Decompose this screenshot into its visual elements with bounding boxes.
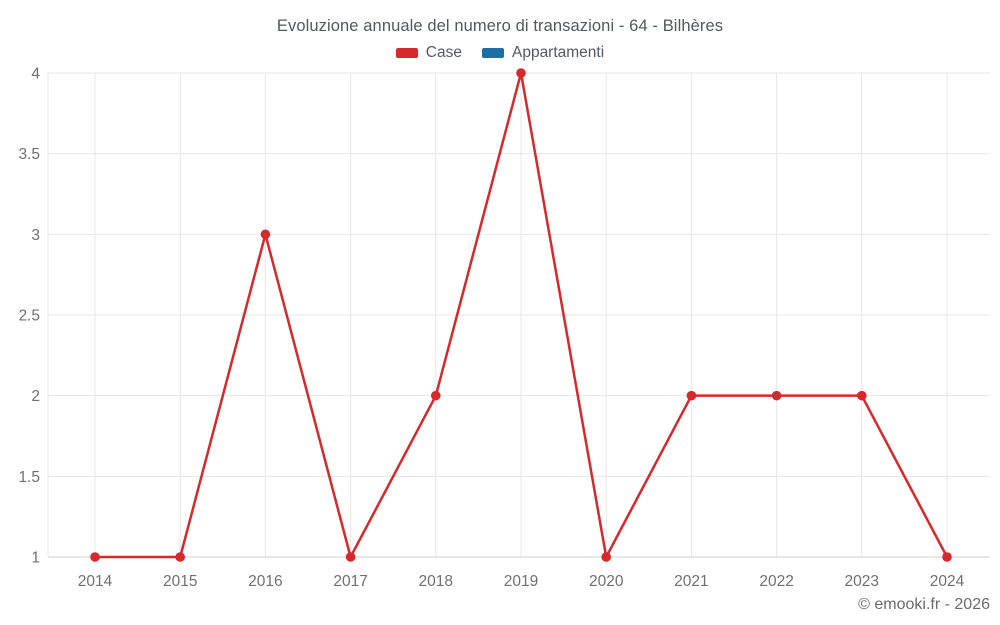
- x-tick-label: 2017: [333, 573, 367, 590]
- case-data-point-marker: [686, 390, 697, 401]
- x-tick-label: 2019: [504, 573, 538, 590]
- x-tick-label: 2018: [419, 573, 453, 590]
- chart-title: Evoluzione annuale del numero di transaz…: [276, 17, 724, 35]
- y-tick-label: 4: [31, 66, 40, 83]
- case-data-point-marker: [175, 552, 185, 562]
- case-data-point-marker: [345, 552, 356, 562]
- y-tick-label: 1: [31, 550, 40, 567]
- appartamenti-series-swatch-icon: [481, 48, 504, 58]
- case-series-swatch-icon: [395, 48, 418, 58]
- y-tick-label: 1.5: [18, 469, 40, 486]
- case-data-point-marker: [260, 229, 271, 240]
- case-data-point-marker: [90, 552, 100, 562]
- y-tick-label: 2: [31, 388, 40, 405]
- legend-label-case: Case: [425, 44, 462, 61]
- case-data-point-marker: [516, 68, 526, 78]
- x-tick-label: 2014: [78, 573, 113, 590]
- chart-legend: Case Appartamenti: [0, 44, 1000, 62]
- case-data-point-marker: [857, 390, 867, 401]
- x-tick-label: 2023: [845, 573, 879, 590]
- case-data-point-marker: [942, 552, 952, 562]
- legend-item-case[interactable]: Case: [395, 44, 462, 62]
- x-tick-label: 2016: [248, 573, 282, 590]
- x-tick-label: 2021: [674, 573, 708, 590]
- footer-credit: © emooki.fr - 2026: [858, 596, 990, 613]
- legend-item-appartamenti[interactable]: Appartamenti: [481, 44, 605, 62]
- x-tick-label: 2024: [930, 573, 965, 590]
- case-data-point-marker: [601, 552, 611, 562]
- x-tick-label: 2022: [759, 573, 793, 590]
- case-data-point-marker: [771, 390, 782, 401]
- y-tick-label: 3.5: [18, 146, 40, 163]
- y-tick-label: 3: [31, 227, 40, 244]
- y-tick-label: 2.5: [18, 308, 40, 325]
- x-tick-label: 2020: [589, 573, 624, 590]
- case-data-point-marker: [431, 390, 441, 401]
- x-tick-label: 2015: [163, 573, 197, 590]
- legend-label-appartamenti: Appartamenti: [511, 44, 605, 61]
